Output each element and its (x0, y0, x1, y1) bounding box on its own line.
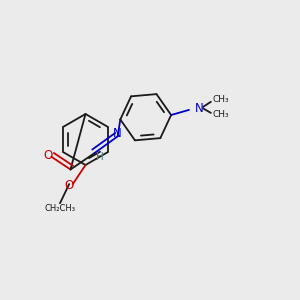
Text: O: O (44, 149, 53, 162)
Text: O: O (64, 179, 74, 192)
Text: CH₃: CH₃ (213, 95, 230, 104)
Text: CH₃: CH₃ (213, 110, 230, 119)
Text: N: N (113, 127, 122, 140)
Text: CH₂CH₃: CH₂CH₃ (44, 204, 76, 213)
Text: H: H (96, 152, 104, 161)
Text: N: N (195, 102, 204, 115)
